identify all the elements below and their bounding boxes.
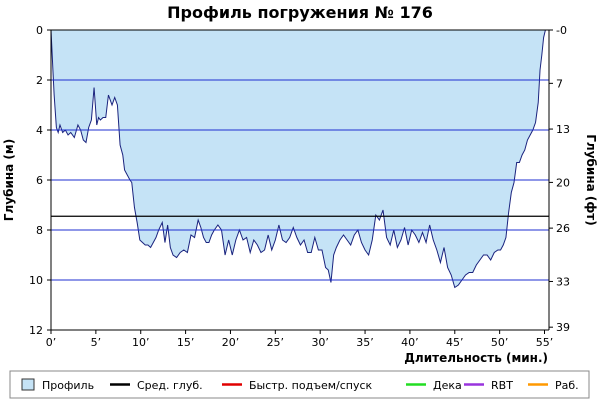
y-right-tick-label: 20 — [556, 176, 570, 189]
y-right-tick-label: 26 — [556, 222, 570, 235]
profile-line — [50, 29, 549, 289]
legend-label: Профиль — [42, 379, 94, 392]
legend-label: Раб. — [555, 379, 579, 392]
x-tick-label: 30’ — [311, 336, 329, 349]
y-right-tick-label: 7 — [556, 77, 563, 90]
x-tick-label: 20’ — [222, 336, 240, 349]
legend: Профиль Сред. глуб. Быстр. подъем/спуск Дек… — [9, 370, 590, 399]
y-axis-label-right: Глубина (фт) — [584, 134, 598, 225]
legend-label: Дека — [433, 379, 462, 392]
legend-swatch-profile — [21, 378, 35, 391]
y-right-tick-label: 33 — [556, 275, 570, 288]
x-tick-label: 25’ — [267, 336, 285, 349]
legend-label: Быстр. подъем/спуск — [249, 379, 373, 392]
profile-area — [51, 30, 549, 288]
x-tick-label: 50’ — [491, 336, 509, 349]
x-tick-label: 40’ — [401, 336, 419, 349]
x-tick-label: 5’ — [91, 336, 102, 349]
x-tick-label: 55’ — [536, 336, 554, 349]
y-axis-label-left: Глубина (м) — [2, 139, 16, 221]
x-tick-label: 10’ — [132, 336, 150, 349]
legend-frame — [9, 370, 590, 399]
x-axis-label: Длительность (мин.) — [404, 351, 548, 365]
y-left-tick-label: 2 — [36, 74, 43, 87]
y-right-tick-label: 13 — [556, 123, 570, 136]
x-tick-label: 15’ — [177, 336, 195, 349]
legend-label: RBT — [491, 379, 513, 392]
grid-lines — [51, 79, 549, 281]
y-left-tick-label: 4 — [36, 124, 43, 137]
x-tick-label: 45’ — [446, 336, 464, 349]
y-left-tick-label: 10 — [29, 274, 43, 287]
x-tick-label: 35’ — [356, 336, 374, 349]
legend-label: Сред. глуб. — [137, 379, 203, 392]
y-right-tick-label: 39 — [556, 321, 570, 334]
tick-labels: 0’ 5’ 10’ 15’ 20’ 25’ 30’ 35’ 40’ 45’ 50’ 55’ 0 2 4 6 8 1… — [29, 24, 570, 349]
y-left-tick-label: 6 — [36, 174, 43, 187]
y-left-tick-label: 8 — [36, 224, 43, 237]
y-right-tick-label: -0 — [556, 24, 567, 37]
chart-title: Профиль погружения № 176 — [167, 3, 433, 22]
axes — [47, 29, 553, 334]
y-left-tick-label: 12 — [29, 324, 43, 337]
x-tick-label: 0’ — [46, 336, 57, 349]
y-left-tick-label: 0 — [36, 24, 43, 37]
